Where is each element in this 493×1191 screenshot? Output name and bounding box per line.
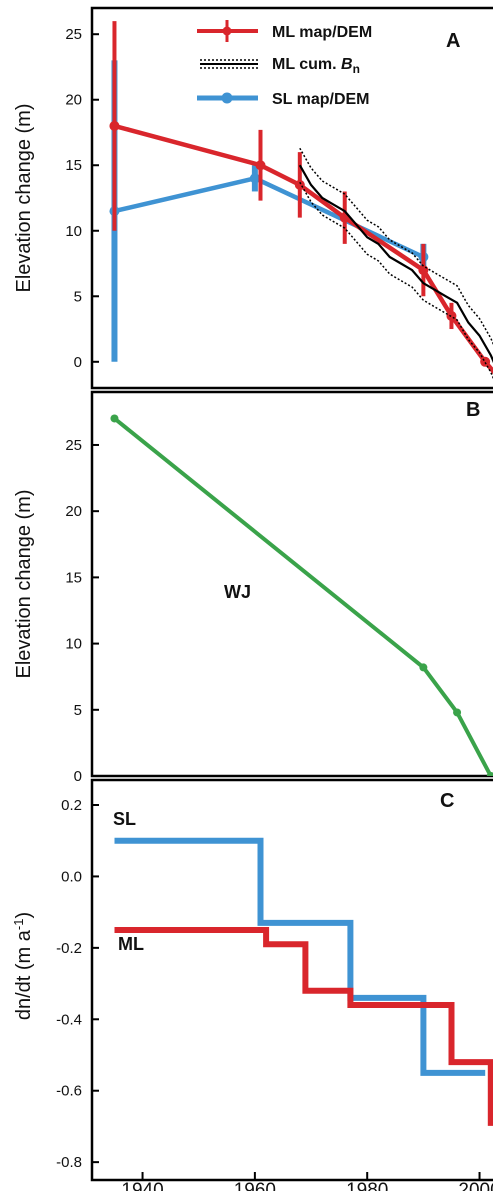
legend-sl-map-marker xyxy=(221,92,233,104)
series-ml-line xyxy=(114,927,493,1126)
series-sl-map-dem-line xyxy=(113,175,425,260)
panel-c-y-tick-label: -0.8 xyxy=(56,1154,82,1171)
x-tick-label: 1980 xyxy=(346,1180,388,1191)
series-wj-point xyxy=(419,663,428,672)
series-ml-cum-bn-line xyxy=(298,164,493,364)
ml-annotation: ML xyxy=(118,934,144,954)
panel-c-y-tick-label: -0.6 xyxy=(56,1083,82,1100)
panel-b-series xyxy=(110,414,493,776)
panel-c-y-axis-label: dn/dt (m a-1) xyxy=(11,912,35,1020)
panel-a-plot xyxy=(109,21,493,380)
series-wj-line xyxy=(113,416,493,776)
panel-b-y-tick-label: 20 xyxy=(65,503,82,520)
panel-a-series xyxy=(109,21,493,380)
panel-b-frame xyxy=(90,390,493,778)
panel-a-legend: ML map/DEM ML cum. Bn SL map/DEM xyxy=(197,20,372,108)
panel-c-series xyxy=(114,837,493,1126)
panel-a-y-tick-label: 5 xyxy=(74,288,82,305)
panel-c-y-tick-label: 0.0 xyxy=(61,868,82,885)
panel-a-y-axis-label: Elevation change (m) xyxy=(13,104,35,293)
series-wj-point xyxy=(486,772,493,776)
sl-annotation: SL xyxy=(113,809,136,829)
legend-ml-map-marker xyxy=(222,26,232,36)
panel-c-label: C xyxy=(440,790,454,812)
panel-c-y-axis-label-sup: -1 xyxy=(11,919,26,931)
series-ml-cum-bn-lower-band xyxy=(299,181,493,380)
panel-a-y-ticks: 0 5 10 15 20 25 xyxy=(65,26,99,371)
series-wj-point xyxy=(110,414,119,423)
series-ml-cum-bn-upper-band xyxy=(299,147,493,346)
panel-b-y-tick-label: 0 xyxy=(74,768,82,785)
legend-ml-cum-sub: n xyxy=(353,62,360,76)
x-tick-label: 1940 xyxy=(121,1180,163,1191)
series-sl-line xyxy=(114,837,486,1076)
legend-ml-cum-b: B xyxy=(341,56,353,73)
panel-a-y-tick-label: 10 xyxy=(65,223,82,240)
panel-a: Elevation change (m) A 0 5 10 15 20 25 ML map… xyxy=(13,6,493,390)
panel-c-y-tick-label: -0.4 xyxy=(56,1011,82,1028)
panel-c-y-tick-label: -0.2 xyxy=(56,940,82,957)
panel-a-y-tick-label: 15 xyxy=(65,157,82,174)
panel-b-y-tick-label: 5 xyxy=(74,702,82,719)
panel-c-frame xyxy=(90,778,493,1182)
panel-a-y-tick-label: 0 xyxy=(74,354,82,371)
panel-a-y-tick-label: 20 xyxy=(65,92,82,109)
series-ml-map-dem-point xyxy=(255,160,266,171)
legend-sl-map-label: SL map/DEM xyxy=(272,91,370,108)
series-ml-map-dem-point xyxy=(446,310,457,321)
series-ml-map-dem-line xyxy=(113,123,493,375)
panel-a-y-tick-label: 25 xyxy=(65,26,82,43)
panel-c-y-axis-label-main: dn/dt (m a xyxy=(13,929,35,1020)
panel-c-y-axis-label-close: ) xyxy=(13,912,35,919)
panel-b-y-tick-label: 25 xyxy=(65,437,82,454)
x-tick-label: 2000 xyxy=(458,1180,493,1191)
series-sl-map-dem-point xyxy=(249,173,260,184)
series-ml-map-dem-point xyxy=(418,265,429,276)
wj-annotation: WJ xyxy=(224,582,251,602)
legend-ml-cum-prefix: ML cum. xyxy=(272,56,341,73)
panel-c-y-tick-label: 0.2 xyxy=(61,797,82,814)
series-ml-map-dem-point xyxy=(109,120,120,131)
series-wj-point xyxy=(453,708,462,717)
panel-c-x-ticks: 1940 1960 1980 2000 xyxy=(121,1172,493,1191)
panel-b-label: B xyxy=(466,399,480,421)
panel-b-y-axis-label: Elevation change (m) xyxy=(13,490,35,679)
panel-b-y-tick-label: 15 xyxy=(65,569,82,586)
series-ml-map-dem-point xyxy=(480,356,491,367)
legend-ml-cum-label: ML cum. Bn xyxy=(272,56,360,76)
panel-c-y-ticks: 0.2 0.0 -0.2 -0.4 -0.6 -0.8 xyxy=(56,797,99,1171)
series-ml-map-dem-point xyxy=(294,179,305,190)
panel-c-plot xyxy=(114,837,493,1126)
panel-b: Elevation change (m) B WJ 0 5 10 15 20 25 xyxy=(13,390,493,785)
panel-b-y-tick-label: 10 xyxy=(65,636,82,653)
panel-b-y-ticks: 0 5 10 15 20 25 xyxy=(65,437,99,785)
panel-a-label: A xyxy=(446,30,460,52)
x-tick-label: 1960 xyxy=(234,1180,276,1191)
panel-b-plot xyxy=(110,414,493,776)
panel-a-frame xyxy=(90,6,493,390)
panel-c: dn/dt (m a-1) C SL ML 0.2 0.0 -0.2 -0.4 -0.6… xyxy=(11,778,493,1191)
legend-ml-map-label: ML map/DEM xyxy=(272,24,372,41)
